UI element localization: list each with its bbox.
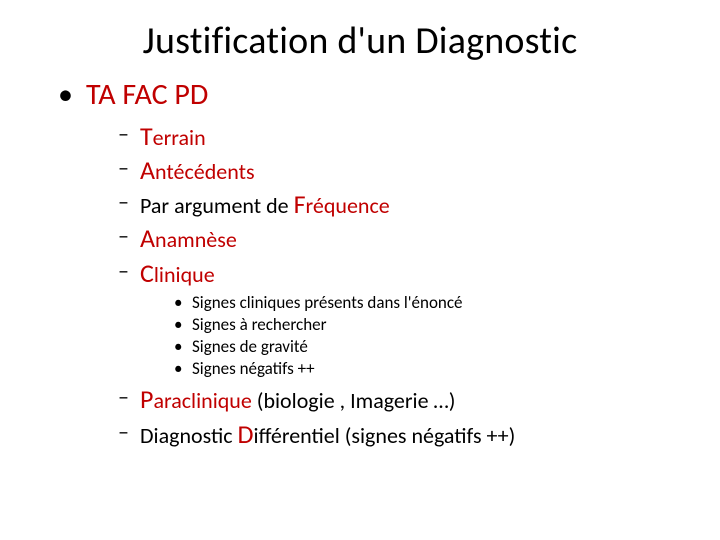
l2-antecedents-rest: ntécédents	[155, 158, 255, 185]
l2-terrain: Terrain	[118, 119, 680, 153]
l2-clinique-big: C	[140, 257, 154, 289]
bullet-list-level1: TA FAC PD Terrain Antécédents Par argume…	[40, 78, 680, 451]
l2-anamnese-rest: namnèse	[155, 226, 237, 253]
l2-paraclinique-rest: araclinique	[153, 387, 256, 414]
l2-clinique: Clinique Signes cliniques présents dans …	[118, 256, 680, 381]
l2-differentiel: Diagnostic Différentiel (signes négatifs…	[118, 417, 680, 451]
l2-anamnese: Anamnèse	[118, 221, 680, 255]
slide-title: Justification d'un Diagnostic	[40, 18, 680, 64]
bullet-list-level3: Signes cliniques présents dans l'énoncé …	[140, 292, 680, 380]
l2-anamnese-big: A	[140, 222, 155, 254]
l1-tafacpd: TA FAC PD Terrain Antécédents Par argume…	[58, 78, 680, 451]
l2-antecedents: Antécédents	[118, 153, 680, 187]
l2-differentiel-pre: Diagnostic	[140, 422, 238, 449]
l3-signes-recherche: Signes à rechercher	[174, 314, 680, 336]
l2-antecedents-big: A	[140, 154, 155, 186]
l2-terrain-rest: errain	[153, 124, 206, 151]
l2-frequence-pre: Par argument de	[140, 192, 294, 219]
l2-paraclinique-paren: (biologie , Imagerie …)	[257, 387, 456, 414]
l3-signes-gravite: Signes de gravité	[174, 336, 680, 358]
slide: Justification d'un Diagnostic TA FAC PD …	[0, 0, 720, 540]
l2-clinique-rest: linique	[154, 261, 215, 288]
bullet-list-level2: Terrain Antécédents Par argument de Fréq…	[86, 119, 680, 452]
l2-terrain-big: T	[140, 120, 153, 152]
l1-label: TA FAC PD	[86, 76, 208, 113]
l2-paraclinique-big: P	[140, 383, 153, 415]
l3-signes-enonce: Signes cliniques présents dans l'énoncé	[174, 292, 680, 314]
l2-frequence-big: F	[294, 188, 306, 220]
l3-signes-negatifs: Signes négatifs ++	[174, 358, 680, 380]
l2-frequence: Par argument de Fréquence	[118, 187, 680, 221]
l2-differentiel-rest: ifférentiel (signes négatifs ++)	[254, 422, 516, 449]
l2-paraclinique: Paraclinique (biologie , Imagerie …)	[118, 382, 680, 416]
l2-frequence-rest: réquence	[306, 192, 390, 219]
l2-differentiel-big: D	[238, 418, 254, 450]
